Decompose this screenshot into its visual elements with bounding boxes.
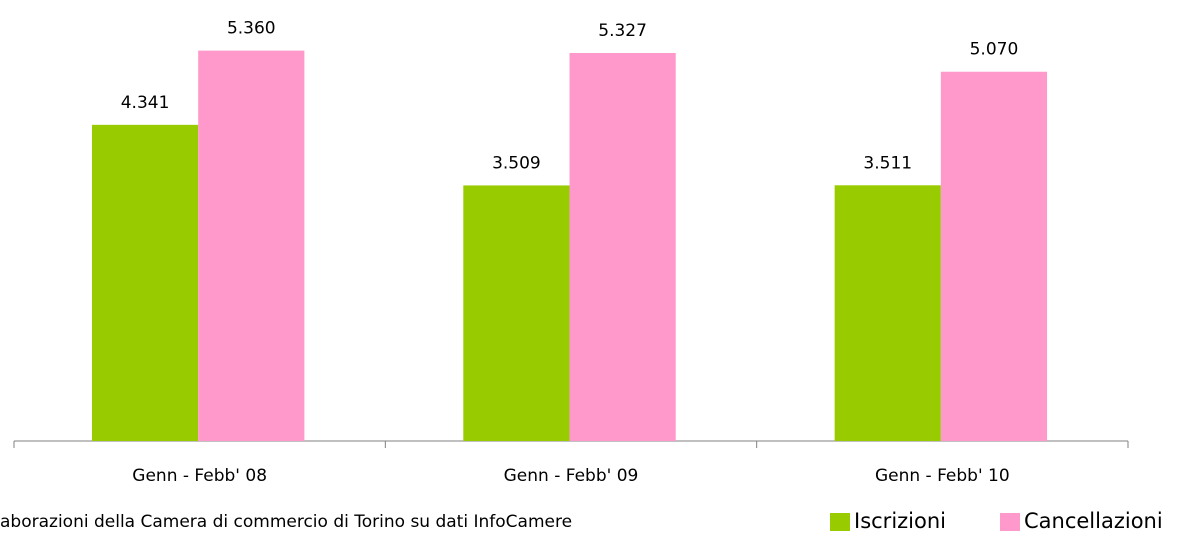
legend-label: Cancellazioni [1024,509,1163,533]
x-tick-label: Genn - Febb' 09 [504,466,639,486]
legend-swatch [830,513,850,531]
source-note: aborazioni della Camera di commercio di … [0,512,572,532]
legend-swatch [1000,513,1020,531]
x-tick-label: Genn - Febb' 10 [875,466,1010,486]
bar [91,124,199,441]
x-tick-label: Genn - Febb' 08 [132,466,267,486]
value-label: 5.327 [598,21,647,41]
bar [940,71,1048,442]
bar [463,185,570,441]
value-label: 3.509 [492,153,541,173]
value-label: 4.341 [121,93,170,113]
value-label: 3.511 [863,153,912,173]
legend-label: Iscrizioni [854,509,946,533]
bar [198,50,305,441]
bar [834,185,941,441]
value-label: 5.070 [970,40,1019,60]
bar [569,53,676,441]
value-label: 5.360 [227,19,276,39]
